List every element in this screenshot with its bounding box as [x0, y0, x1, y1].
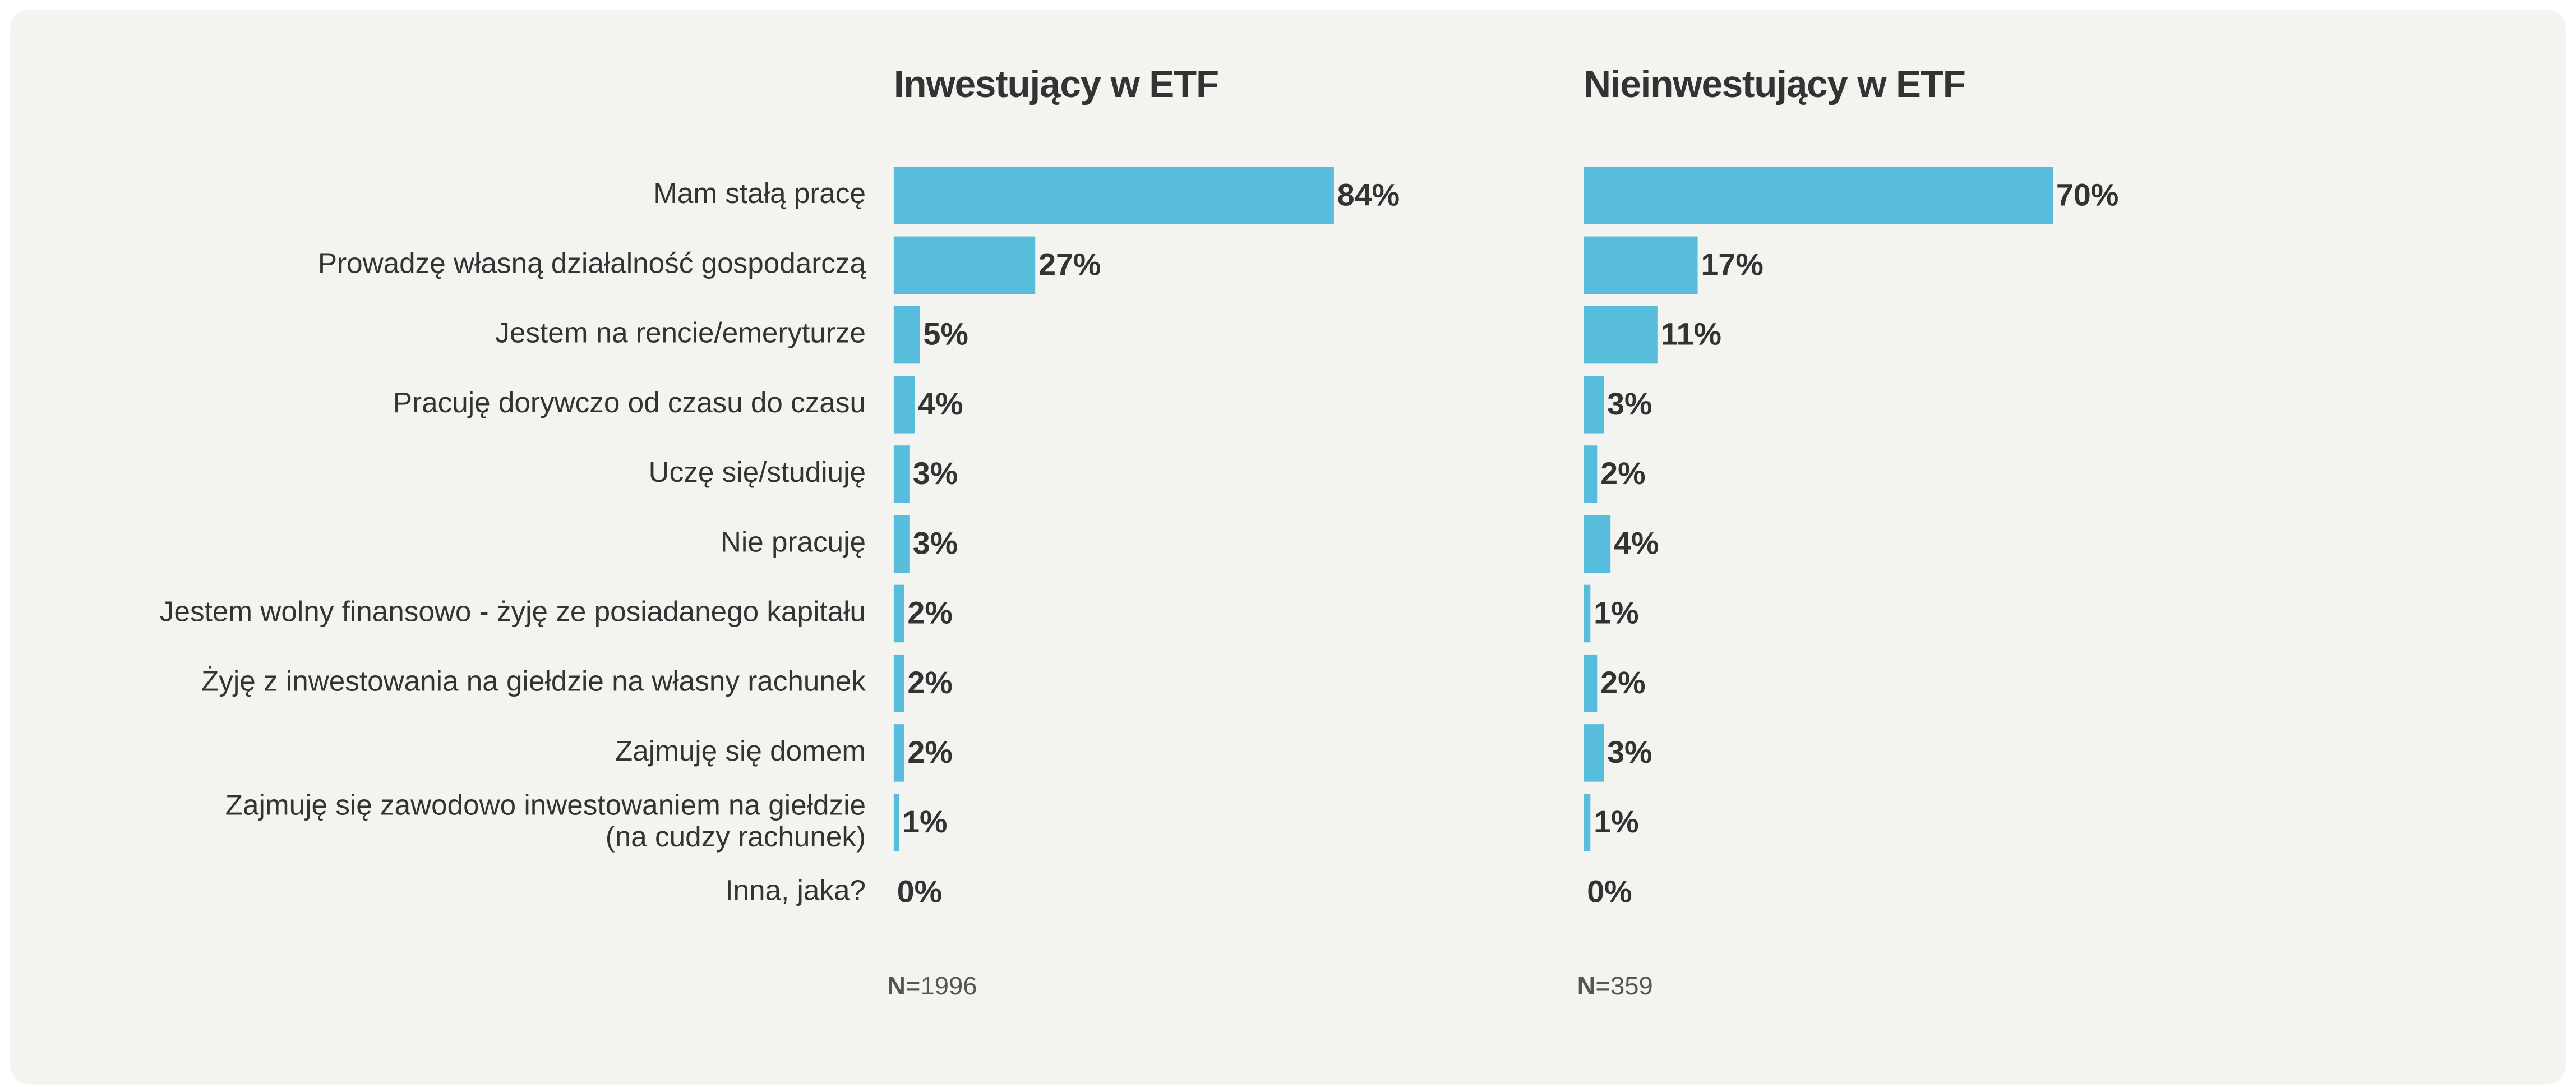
sample-label: N	[1577, 971, 1596, 1000]
bar	[1584, 584, 1591, 643]
bar	[893, 584, 904, 643]
bar	[1584, 376, 1604, 434]
sample-size: N=359	[1577, 971, 1653, 1000]
value-label: 11%	[1661, 317, 1721, 352]
bar	[1584, 236, 1698, 294]
bar	[1584, 515, 1611, 573]
category-label: Pracuję dorywczo od czasu do czasu	[393, 386, 866, 418]
bar	[893, 167, 1334, 224]
value-label: 0%	[897, 874, 942, 909]
bar	[1584, 724, 1604, 782]
value-label: 2%	[907, 596, 952, 630]
bar	[893, 445, 910, 503]
value-label: 2%	[907, 665, 952, 700]
category-label: Zajmuję się zawodowo inwestowaniem na gi…	[225, 789, 866, 852]
category-label: Prowadzę własną działalność gospodarczą	[318, 247, 866, 279]
bar	[893, 236, 1036, 294]
value-label: 3%	[1607, 735, 1652, 770]
category-label: Żyję z inwestowania na giełdzie na własn…	[201, 665, 866, 697]
bar	[1584, 654, 1598, 712]
bar	[1584, 167, 2053, 224]
value-label: 84%	[1337, 177, 1400, 212]
category-label: Jestem na rencie/emeryturze	[495, 317, 866, 349]
value-label: 2%	[907, 735, 952, 770]
bar	[893, 306, 920, 364]
value-label: 1%	[1594, 804, 1638, 839]
sample-value: =1996	[906, 971, 977, 1000]
category-label: Zajmuję się domem	[615, 735, 866, 767]
panel	[10, 10, 2566, 1085]
value-label: 1%	[902, 804, 947, 839]
chart-title: Inwestujący w ETF	[894, 63, 1218, 105]
value-label: 4%	[918, 386, 963, 421]
category-label: Nie pracuję	[721, 526, 866, 558]
value-label: 27%	[1038, 247, 1101, 282]
sample-size: N=1996	[887, 971, 977, 1000]
value-label: 0%	[1587, 874, 1632, 909]
bar	[893, 794, 899, 851]
value-label: 2%	[1600, 665, 1645, 700]
bar	[1584, 794, 1591, 851]
bar	[893, 654, 904, 712]
value-label: 3%	[1607, 386, 1652, 421]
bar	[1584, 445, 1598, 503]
chart-title: Nieinwestujący w ETF	[1584, 63, 1965, 105]
value-label: 4%	[1614, 526, 1659, 560]
value-label: 2%	[1600, 456, 1645, 491]
bar	[893, 376, 915, 434]
value-label: 17%	[1701, 247, 1763, 282]
category-label: Uczę się/studiuję	[649, 456, 866, 488]
category-label: Jestem wolny finansowo - żyję ze posiada…	[160, 595, 866, 627]
category-label: Inna, jaka?	[725, 874, 866, 906]
category-label: Mam stałą pracę	[653, 177, 866, 209]
value-label: 1%	[1594, 596, 1638, 630]
value-label: 3%	[913, 456, 958, 491]
value-label: 3%	[913, 526, 958, 560]
bar	[893, 515, 910, 573]
sample-value: =359	[1595, 971, 1652, 1000]
bar	[893, 724, 904, 782]
value-label: 70%	[2056, 177, 2118, 212]
sample-label: N	[887, 971, 906, 1000]
bar	[1584, 306, 1658, 364]
value-label: 5%	[923, 317, 968, 352]
